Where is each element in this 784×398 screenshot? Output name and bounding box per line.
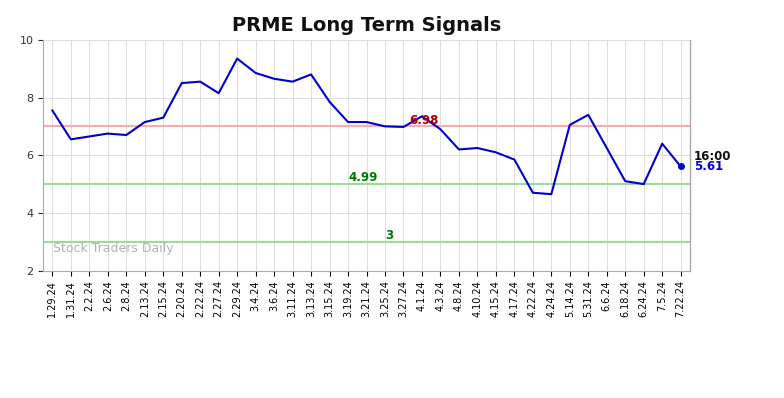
Text: Stock Traders Daily: Stock Traders Daily [53, 242, 173, 255]
Text: 3: 3 [385, 229, 393, 242]
Text: 5.61: 5.61 [694, 160, 724, 173]
Text: 16:00: 16:00 [694, 150, 731, 163]
Text: 6.98: 6.98 [409, 114, 438, 127]
Text: 4.99: 4.99 [348, 171, 377, 184]
Title: PRME Long Term Signals: PRME Long Term Signals [232, 16, 501, 35]
